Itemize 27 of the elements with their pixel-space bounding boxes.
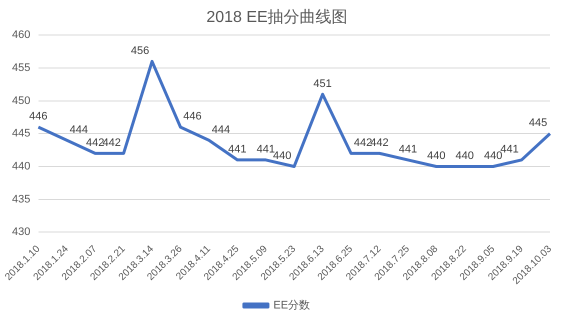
legend-label: EE分数 bbox=[273, 300, 310, 312]
data-label: 442 bbox=[102, 136, 121, 149]
data-label: 440 bbox=[484, 150, 502, 162]
data-label: 446 bbox=[29, 110, 48, 123]
y-tick-label: 445 bbox=[12, 128, 30, 140]
data-label: 440 bbox=[272, 150, 292, 162]
data-label: 444 bbox=[70, 124, 88, 136]
data-label: 441 bbox=[398, 143, 418, 156]
data-label: 442 bbox=[354, 136, 372, 149]
data-label: 442 bbox=[370, 136, 389, 149]
data-label: 442 bbox=[86, 136, 104, 149]
data-label: 445 bbox=[528, 117, 548, 130]
y-tick-label: 435 bbox=[12, 193, 30, 206]
data-label: 444 bbox=[212, 124, 230, 136]
data-label: 451 bbox=[313, 78, 332, 90]
data-label: 441 bbox=[228, 143, 247, 156]
y-tick-label: 460 bbox=[12, 29, 30, 42]
data-label: 446 bbox=[183, 110, 202, 123]
data-label: 456 bbox=[130, 44, 150, 57]
chart-title: 2018 EE抽分曲线图 bbox=[206, 8, 348, 26]
data-label: 440 bbox=[427, 150, 446, 162]
y-tick-label: 440 bbox=[12, 160, 30, 173]
data-label: 440 bbox=[456, 150, 474, 162]
data-label: 441 bbox=[256, 143, 275, 156]
y-tick-label: 430 bbox=[12, 226, 30, 238]
y-tick-label: 450 bbox=[12, 94, 30, 107]
y-tick-label: 455 bbox=[12, 62, 30, 74]
